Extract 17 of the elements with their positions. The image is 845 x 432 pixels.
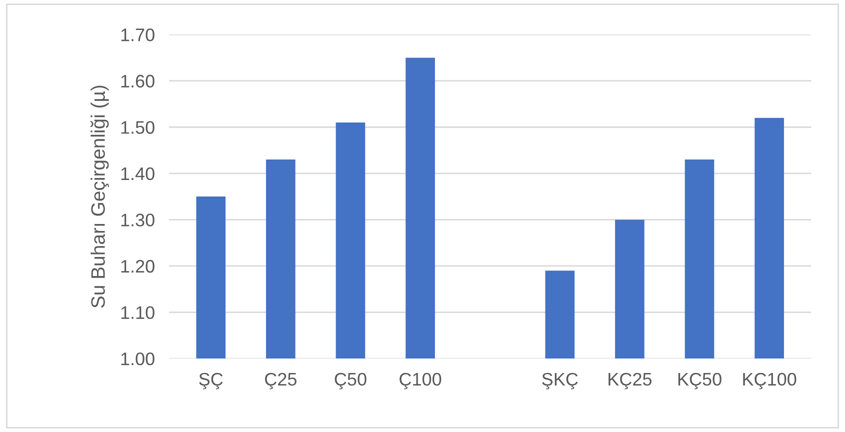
x-tick-label: KÇ50: [678, 372, 722, 390]
x-tick-label: Ç25: [265, 372, 296, 390]
x-tick-label: KÇ100: [743, 372, 796, 390]
y-axis-title: Su Buharı Geçirgenliği (µ): [90, 86, 109, 308]
y-tick-label: 1.20: [121, 260, 154, 273]
y-tick-label: 1.30: [121, 214, 154, 226]
x-tick-label: Ç50: [334, 372, 366, 390]
y-tick-label: 1.50: [121, 121, 154, 134]
y-tick-label: 1.60: [121, 74, 154, 88]
x-tick-label: ŞÇ: [199, 372, 223, 390]
y-tick-label: 1.40: [121, 167, 154, 180]
y-tick-label: 1.70: [121, 28, 154, 42]
y-tick-label: 1.00: [121, 352, 154, 366]
x-tick-label: KÇ25: [608, 372, 652, 390]
x-tick-label: ŞKÇ: [542, 372, 578, 390]
y-tick-label: 1.10: [121, 306, 154, 319]
x-tick-label: Ç100: [400, 372, 442, 390]
